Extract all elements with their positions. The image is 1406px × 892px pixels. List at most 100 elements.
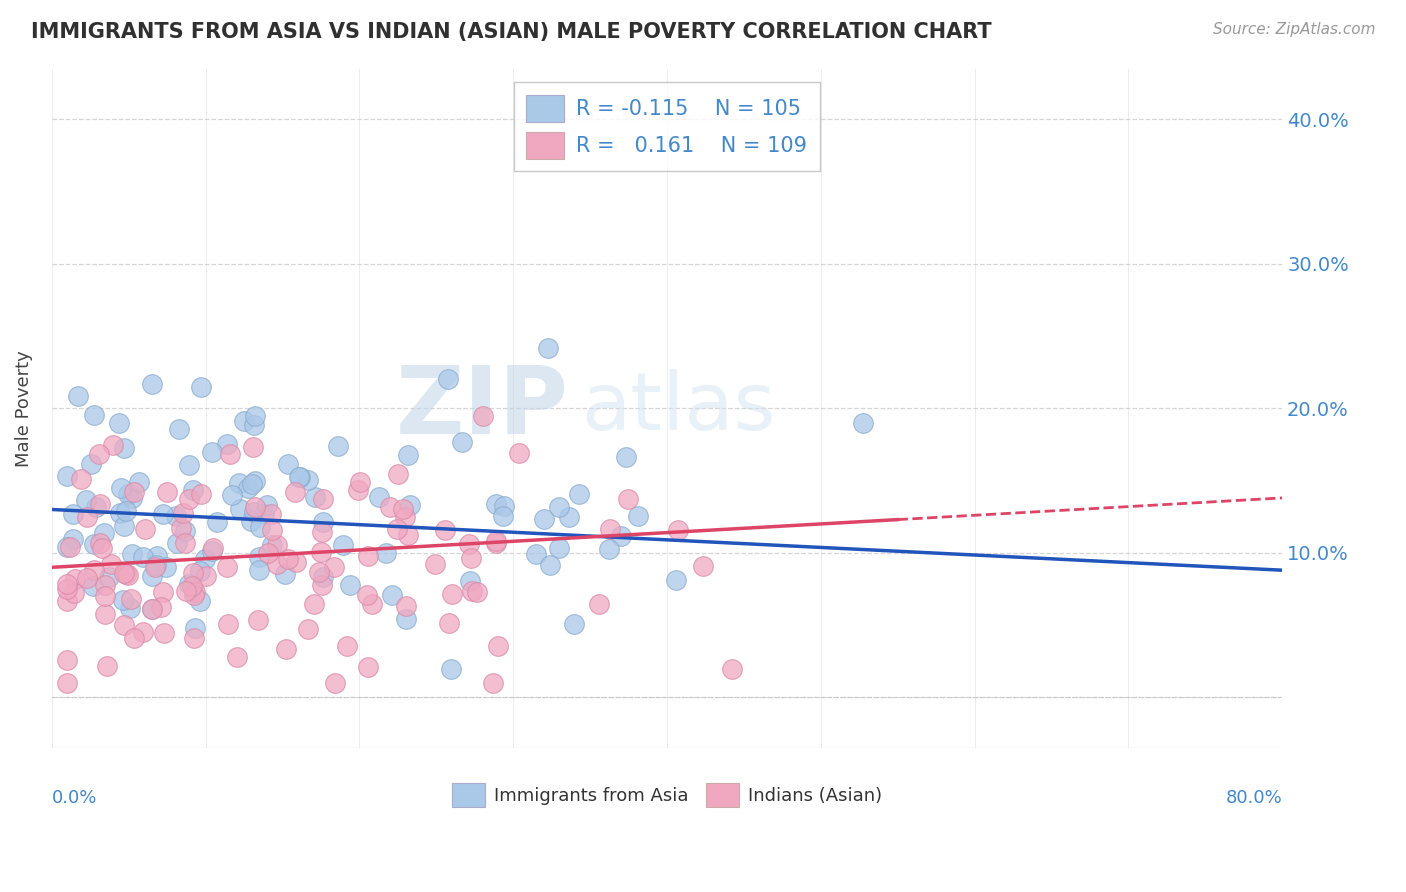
Text: Source: ZipAtlas.com: Source: ZipAtlas.com — [1212, 22, 1375, 37]
Text: ZIP: ZIP — [395, 362, 568, 454]
Point — [91, 541, 114, 556]
Point — [450, 434, 472, 449]
Point — [339, 578, 361, 592]
Point — [141, 601, 163, 615]
Point — [172, 506, 194, 520]
Point — [465, 585, 488, 599]
Point — [616, 450, 638, 464]
Point — [492, 509, 515, 524]
Point — [257, 546, 280, 560]
Point — [145, 558, 167, 572]
Point — [76, 510, 98, 524]
Point — [84, 500, 107, 514]
Point — [131, 550, 153, 565]
Point — [174, 584, 197, 599]
Point — [284, 555, 307, 569]
Point — [121, 547, 143, 561]
Point — [169, 422, 191, 436]
Point — [190, 564, 212, 578]
Point — [247, 550, 270, 565]
Point — [548, 541, 571, 555]
Point — [485, 536, 508, 550]
Point — [226, 649, 249, 664]
Point — [326, 439, 349, 453]
Point — [347, 483, 370, 497]
Point — [143, 560, 166, 574]
Point — [259, 507, 281, 521]
Point — [219, 447, 242, 461]
Point — [627, 508, 650, 523]
Point — [76, 571, 98, 585]
Point — [375, 545, 398, 559]
Point — [96, 658, 118, 673]
Point — [277, 552, 299, 566]
Point — [221, 488, 243, 502]
Point — [245, 475, 267, 489]
Point — [174, 524, 197, 538]
Point — [260, 523, 283, 537]
Point — [460, 584, 482, 599]
Y-axis label: Male Poverty: Male Poverty — [15, 350, 32, 467]
Point — [356, 588, 378, 602]
Point — [277, 457, 299, 471]
Point — [368, 491, 391, 505]
Point — [112, 442, 135, 456]
Point — [62, 508, 84, 522]
Point — [312, 570, 335, 584]
Point — [357, 549, 380, 563]
Point — [610, 528, 633, 542]
Point — [181, 579, 204, 593]
Point — [486, 639, 509, 653]
Point — [56, 676, 79, 690]
Point — [721, 661, 744, 675]
Point — [56, 582, 79, 597]
Point — [437, 372, 460, 386]
Point — [120, 600, 142, 615]
Point — [297, 623, 319, 637]
Point — [56, 594, 79, 608]
Point — [100, 557, 122, 571]
Point — [201, 445, 224, 459]
Point — [357, 660, 380, 674]
Point — [588, 597, 610, 611]
Point — [558, 510, 581, 524]
Point — [89, 447, 111, 461]
Point — [174, 536, 197, 550]
Point — [83, 408, 105, 422]
Point — [63, 572, 86, 586]
Point — [202, 541, 225, 556]
Point — [93, 607, 115, 621]
Point — [246, 613, 269, 627]
Point — [378, 500, 401, 514]
Point — [266, 538, 288, 552]
Point — [67, 389, 90, 403]
Point — [112, 617, 135, 632]
Point — [155, 560, 177, 574]
Text: IMMIGRANTS FROM ASIA VS INDIAN (ASIAN) MALE POVERTY CORRELATION CHART: IMMIGRANTS FROM ASIA VS INDIAN (ASIAN) M… — [31, 22, 991, 42]
Point — [260, 538, 283, 552]
Point — [156, 485, 179, 500]
Point — [361, 597, 384, 611]
Point — [524, 547, 547, 561]
Point — [207, 515, 229, 529]
Point — [56, 469, 79, 483]
Point — [548, 500, 571, 515]
Point — [56, 653, 79, 667]
Point — [103, 438, 125, 452]
Point — [238, 481, 260, 495]
Point — [228, 501, 250, 516]
Point — [398, 499, 420, 513]
Point — [120, 592, 142, 607]
Point — [108, 506, 131, 520]
Point — [75, 492, 97, 507]
Point — [179, 577, 201, 591]
Point — [323, 676, 346, 690]
Point — [253, 507, 276, 521]
Point — [395, 599, 418, 613]
Point — [423, 557, 446, 571]
Point — [243, 409, 266, 424]
Point — [243, 505, 266, 519]
Point — [482, 676, 505, 690]
Legend: Immigrants from Asia, Indians (Asian): Immigrants from Asia, Indians (Asian) — [444, 776, 889, 814]
Point — [311, 491, 333, 506]
